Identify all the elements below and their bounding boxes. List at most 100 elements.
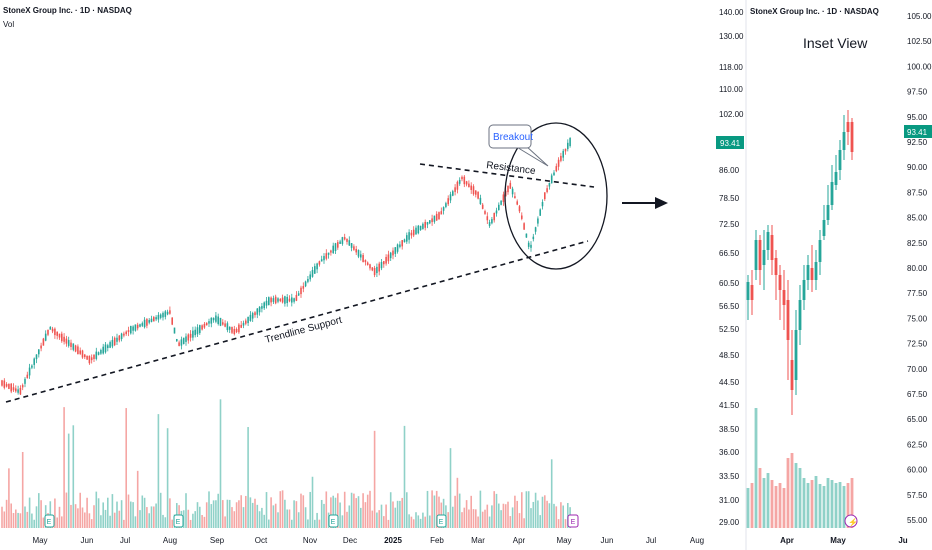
main-volume-bar [169,498,171,528]
main-volume-bar [199,506,201,528]
inset-y-tick-label: 92.50 [907,138,928,147]
main-volume-bar [192,513,194,528]
main-candle-body [521,215,523,219]
main-volume-bar [468,509,470,528]
main-candle-body [33,358,35,365]
main-candle-body [196,327,199,335]
main-candle-body [373,267,376,276]
earnings-marker[interactable]: E [173,514,184,528]
main-volume-bar [74,504,77,528]
main-volume-bar [550,459,553,528]
main-y-tick-label: 38.50 [719,425,740,434]
main-volume-bar [507,501,509,528]
main-volume-bar [217,493,219,528]
main-candle-body [74,345,77,352]
main-volume-bar [233,511,236,528]
breakout-callout-pointer [514,145,549,167]
inset-y-tick-label: 77.50 [907,289,928,298]
main-candle-body [84,354,86,358]
main-candle-body [475,190,477,195]
main-price-axis: 140.00 130.00 118.00 110.00 102.00 86.00 78.50… [719,8,744,527]
main-candle-body [366,262,369,265]
main-candle-body [47,329,49,335]
main-candle-body [199,325,201,334]
main-candle-body [109,342,111,348]
main-volume-bar [357,496,360,528]
main-candle-body [502,194,505,202]
main-candle-body [153,317,155,322]
main-candle-body [178,342,180,346]
main-candle-body [401,240,403,247]
main-candle-body [123,333,125,336]
main-volume-bar [396,500,399,528]
main-candle-body [567,142,569,150]
main-volume-bar [288,509,291,528]
inset-last-price-tag [904,125,932,138]
inset-volume-bar [810,480,814,528]
main-candle-body [40,345,42,349]
main-volume-bar [302,495,305,528]
main-volume-bar [366,494,369,528]
main-candle-body [217,316,219,324]
main-candle-body [468,183,470,188]
inset-y-tick-label: 97.50 [907,88,928,97]
main-candle-body [325,253,328,259]
main-candle-body [435,213,438,221]
main-candle-body [79,350,81,354]
main-candle-body [360,254,362,258]
main-volume-bar [412,519,415,528]
main-candle-body [86,355,88,360]
main-volume-bar [530,508,532,528]
main-volume-bar [132,502,134,528]
inset-chart-title: StoneX Group Inc. · 1D · NASDAQ [750,7,879,16]
main-candle-body [159,314,162,318]
earnings-marker[interactable]: E [328,514,339,528]
main-volume-bar [304,507,307,528]
inset-candle-body [790,360,794,390]
inset-y-tick-label: 70.00 [907,365,928,374]
main-candle-body [130,325,132,334]
main-candle-body [350,243,353,248]
main-volume-bar [325,491,328,528]
main-volume-bar [544,495,546,528]
main-candle-body [113,337,116,346]
earnings-marker-label: E [331,519,336,526]
main-volume-bar [364,502,367,528]
main-volume-bar [458,493,461,528]
main-volume-bar [511,507,514,528]
inset-candle-body [842,132,846,150]
main-candle-body [527,242,530,247]
main-candle-body [134,324,137,331]
main-volume-bar [130,501,132,528]
main-volume-bar [104,509,107,528]
main-volume-bar [222,500,224,528]
earnings-marker[interactable]: E [436,514,447,528]
inset-candle-body [750,285,754,300]
main-volume-bar [58,506,61,528]
inset-volume-bar [750,483,754,528]
earnings-marker-upcoming[interactable]: E [567,514,579,528]
main-volume-bar [537,500,539,528]
main-candle-body [148,320,150,323]
main-candle-body [403,239,406,243]
main-candle-body [132,326,134,331]
main-volume-bar [265,492,268,528]
main-volume-bar [376,512,378,528]
main-candle-body [70,342,72,347]
inset-candle-body [798,300,802,330]
main-volume-bar [40,500,42,528]
main-volume-bar [456,477,459,528]
resistance-line [419,163,595,188]
main-candle-body [569,138,571,146]
main-candle-body [31,365,33,368]
main-volume-bar [350,492,353,528]
main-candle-body [88,355,91,364]
earnings-marker-label: E [439,519,444,526]
main-candle-body [484,211,486,214]
main-volume-bar [516,500,518,528]
main-y-tick-label: 140.00 [719,8,744,17]
earnings-marker[interactable]: E [44,514,55,528]
main-volume-bar [284,499,286,528]
main-volume-bar [79,492,81,528]
